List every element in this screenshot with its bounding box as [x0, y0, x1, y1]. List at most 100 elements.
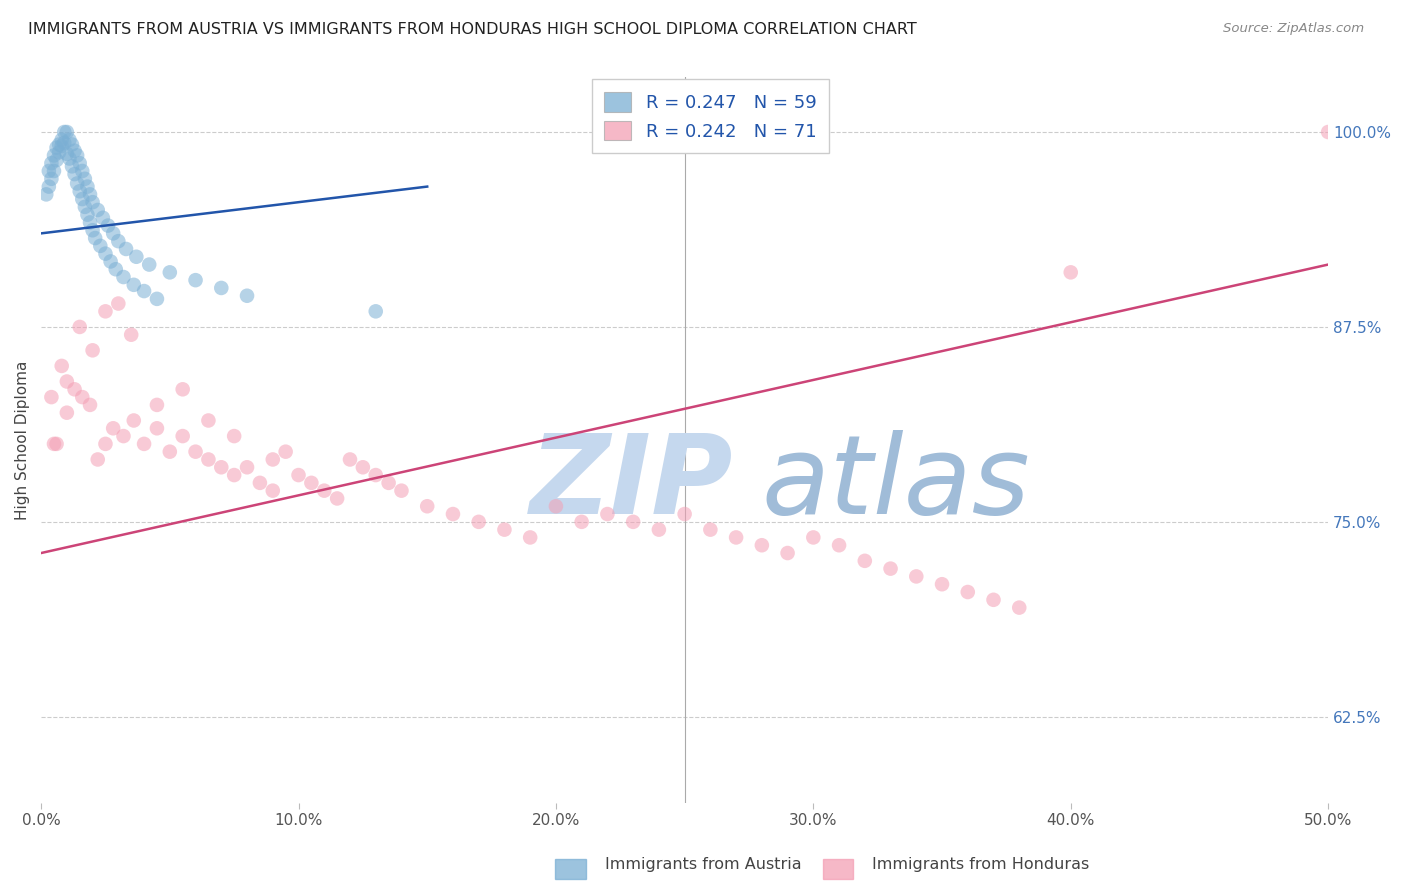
Point — [97, 219, 120, 233]
Point — [339, 452, 361, 467]
Point — [146, 421, 169, 435]
Point — [236, 289, 259, 303]
Point — [262, 483, 284, 498]
Point — [122, 277, 145, 292]
Point — [79, 398, 101, 412]
Point — [63, 144, 86, 158]
Point — [236, 460, 259, 475]
Point — [224, 468, 246, 483]
Point — [42, 164, 65, 178]
Point — [100, 254, 122, 268]
Point — [45, 437, 67, 451]
Point — [209, 460, 232, 475]
Point — [571, 515, 593, 529]
Point — [274, 444, 297, 458]
Point — [104, 262, 127, 277]
Point — [1060, 265, 1083, 279]
Point — [73, 171, 96, 186]
Point — [45, 153, 67, 167]
Point — [172, 429, 194, 443]
Point — [673, 507, 696, 521]
Point — [58, 133, 80, 147]
Point — [56, 125, 79, 139]
Point — [51, 359, 73, 373]
Point — [63, 167, 86, 181]
Point — [94, 304, 117, 318]
Point — [494, 523, 516, 537]
Point — [84, 231, 107, 245]
Point — [931, 577, 953, 591]
Point — [48, 137, 70, 152]
Point — [82, 343, 104, 358]
Point — [125, 250, 148, 264]
Point — [82, 223, 104, 237]
Point — [1008, 600, 1031, 615]
Point — [828, 538, 851, 552]
Point — [94, 246, 117, 260]
Point — [621, 515, 644, 529]
Point — [751, 538, 773, 552]
Point — [853, 554, 876, 568]
Point — [364, 304, 387, 318]
Point — [299, 475, 322, 490]
Point — [377, 475, 399, 490]
Point — [132, 284, 155, 298]
Point — [159, 265, 181, 279]
Point — [51, 139, 73, 153]
Point — [983, 592, 1005, 607]
Point — [172, 382, 194, 396]
Point — [544, 500, 567, 514]
Text: Immigrants from Honduras: Immigrants from Honduras — [872, 857, 1090, 872]
Point — [184, 273, 207, 287]
Point — [94, 437, 117, 451]
Point — [416, 500, 439, 514]
Point — [699, 523, 721, 537]
Point — [112, 429, 135, 443]
Point — [60, 137, 83, 152]
Point — [107, 234, 129, 248]
Point — [79, 187, 101, 202]
Point — [66, 177, 89, 191]
Point — [115, 242, 138, 256]
Point — [38, 164, 60, 178]
Point — [146, 398, 169, 412]
Point — [91, 211, 114, 225]
Point — [326, 491, 349, 506]
Point — [42, 148, 65, 162]
Point — [56, 406, 79, 420]
Point — [58, 152, 80, 166]
Point — [72, 164, 94, 178]
Point — [56, 146, 79, 161]
Point — [209, 281, 232, 295]
Point — [314, 483, 336, 498]
Point — [122, 413, 145, 427]
Point — [159, 444, 181, 458]
Point — [72, 192, 94, 206]
Point — [69, 156, 91, 170]
Point — [73, 200, 96, 214]
Text: Source: ZipAtlas.com: Source: ZipAtlas.com — [1223, 22, 1364, 36]
Point — [648, 523, 671, 537]
Point — [87, 452, 110, 467]
Point — [224, 429, 246, 443]
Legend: R = 0.247   N = 59, R = 0.242   N = 71: R = 0.247 N = 59, R = 0.242 N = 71 — [592, 79, 830, 153]
Point — [391, 483, 413, 498]
Point — [287, 468, 309, 483]
Point — [103, 421, 125, 435]
Point — [956, 585, 979, 599]
Point — [69, 184, 91, 198]
Point — [66, 148, 89, 162]
Point — [132, 437, 155, 451]
Point — [596, 507, 619, 521]
Point — [35, 187, 58, 202]
Y-axis label: High School Diploma: High School Diploma — [15, 360, 30, 520]
Point — [48, 145, 70, 160]
Point — [41, 171, 63, 186]
Point — [120, 327, 142, 342]
Point — [879, 561, 901, 575]
Point — [41, 390, 63, 404]
Point — [82, 195, 104, 210]
Text: atlas: atlas — [762, 430, 1031, 537]
Point — [60, 159, 83, 173]
Point — [262, 452, 284, 467]
